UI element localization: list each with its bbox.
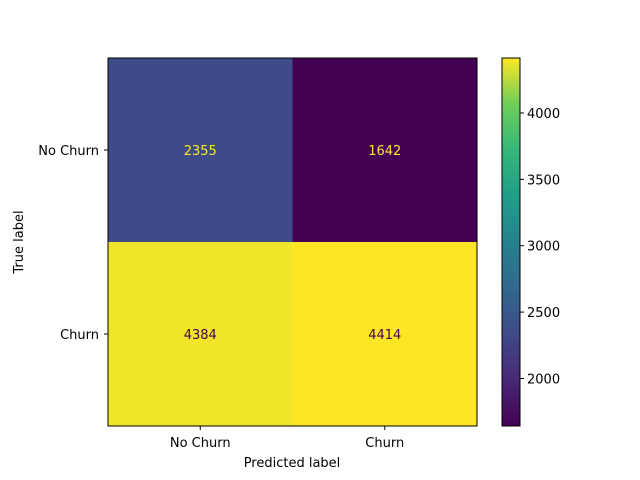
cell-value-label: 1642 bbox=[368, 144, 401, 159]
colorbar-tick-label: 3000 bbox=[527, 240, 560, 255]
heatmap-cell bbox=[292, 242, 478, 427]
colorbar-tick-label: 3500 bbox=[527, 173, 560, 188]
x-tick-label: Churn bbox=[365, 436, 404, 451]
y-tick-label: Churn bbox=[60, 328, 99, 343]
colorbar bbox=[501, 57, 521, 427]
y-tick-label: No Churn bbox=[38, 144, 99, 159]
x-tick-label: No Churn bbox=[170, 436, 231, 451]
heatmap-cell bbox=[108, 58, 293, 243]
cell-value-label: 4414 bbox=[368, 328, 401, 343]
plot-frame bbox=[107, 57, 478, 427]
colorbar-tick-label: 4000 bbox=[527, 107, 560, 122]
x-ticks: No Churn Churn bbox=[170, 426, 404, 451]
colorbar-ticks: 2000 2500 3000 3500 4000 bbox=[520, 107, 560, 387]
cell-value-label: 2355 bbox=[184, 144, 217, 159]
cell-value-label: 4384 bbox=[184, 328, 217, 343]
x-axis-label: Predicted label bbox=[244, 456, 341, 471]
heatmap-cell bbox=[292, 58, 478, 243]
heatmap-cell bbox=[108, 242, 293, 427]
colorbar-tick-label: 2000 bbox=[527, 372, 560, 387]
y-ticks: No Churn Churn bbox=[38, 144, 108, 343]
heatmap-cells: 2355 1642 4384 4414 bbox=[108, 58, 478, 427]
colorbar-tick-label: 2500 bbox=[527, 306, 560, 321]
y-axis-label: True label bbox=[12, 210, 27, 274]
